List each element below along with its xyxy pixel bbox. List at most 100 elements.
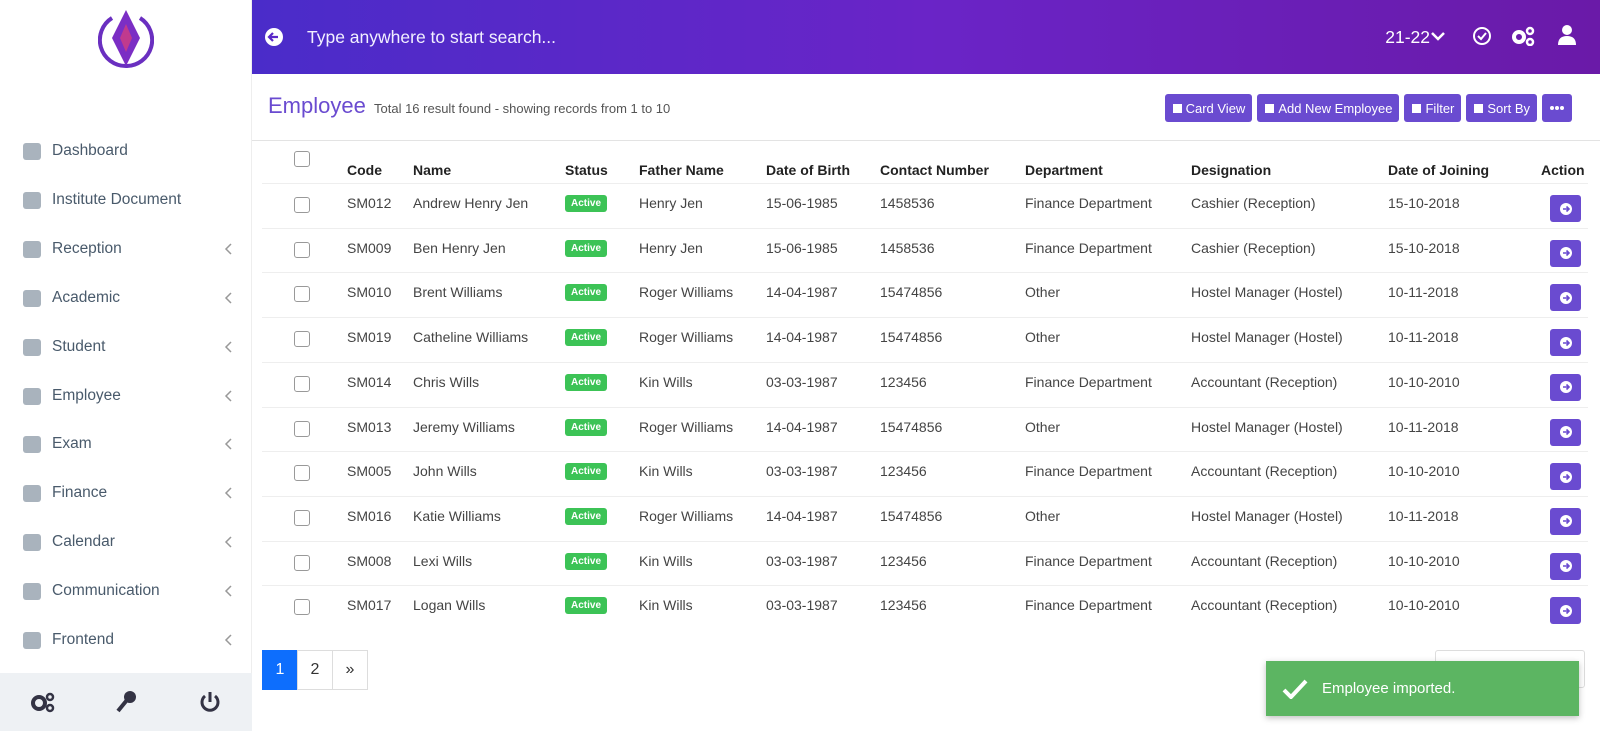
cell: 14-04-1987 bbox=[766, 507, 838, 524]
view-button[interactable] bbox=[1550, 329, 1581, 357]
cell: Other bbox=[1025, 284, 1061, 301]
toolbar-button[interactable]: Add New Employee bbox=[1257, 94, 1400, 122]
menu-item[interactable]: Reception bbox=[0, 229, 252, 269]
menu-item[interactable]: Dashboard bbox=[0, 131, 252, 171]
status-badge: Active bbox=[565, 463, 608, 481]
cell: 123456 bbox=[880, 552, 927, 569]
menu-item[interactable]: Finance bbox=[0, 473, 252, 513]
cell: 03-03-1987 bbox=[766, 373, 838, 390]
power-icon[interactable] bbox=[199, 690, 221, 714]
more-button[interactable] bbox=[1542, 94, 1572, 122]
cell: 1458536 bbox=[880, 195, 935, 211]
cell: Hostel Manager (Hostel) bbox=[1191, 284, 1343, 301]
row-checkbox[interactable] bbox=[294, 599, 310, 616]
row-checkbox[interactable] bbox=[294, 197, 310, 213]
menu-item[interactable]: Calendar bbox=[0, 522, 252, 562]
cell: 03-03-1987 bbox=[766, 463, 838, 480]
divider bbox=[252, 140, 1600, 141]
row-checkbox[interactable] bbox=[294, 509, 310, 526]
cell: 123456 bbox=[880, 373, 927, 390]
row-checkbox[interactable] bbox=[294, 286, 310, 303]
cell: 10-11-2018 bbox=[1388, 507, 1459, 524]
arrow-icon bbox=[1559, 202, 1572, 215]
pagination: 1 2» bbox=[262, 650, 368, 690]
settings-icon[interactable] bbox=[30, 691, 56, 713]
caret-icon[interactable] bbox=[1431, 30, 1445, 42]
cell: Chris Wills bbox=[413, 373, 480, 390]
view-button[interactable] bbox=[1550, 284, 1581, 312]
view-button[interactable] bbox=[1550, 418, 1581, 446]
view-button[interactable] bbox=[1550, 552, 1581, 580]
menu-item[interactable]: Employee bbox=[0, 376, 252, 416]
button-label: Card View bbox=[1185, 100, 1246, 116]
button-icon bbox=[1474, 103, 1484, 113]
sidebar-footer bbox=[0, 673, 252, 731]
column-header: Father Name bbox=[639, 162, 724, 178]
cell: Hostel Manager (Hostel) bbox=[1191, 329, 1343, 346]
menu-item[interactable]: Exam bbox=[0, 424, 252, 464]
column-header: Date of Birth bbox=[766, 162, 850, 178]
cell: Other bbox=[1025, 329, 1061, 346]
row-divider bbox=[262, 585, 1588, 587]
button-icon bbox=[1412, 103, 1422, 113]
select-all-checkbox[interactable] bbox=[294, 151, 310, 167]
next-page[interactable]: » bbox=[332, 650, 368, 690]
page-title: Employee bbox=[268, 93, 366, 118]
row-checkbox[interactable] bbox=[294, 241, 310, 258]
cell: Hostel Manager (Hostel) bbox=[1191, 507, 1343, 524]
cell: Finance Department bbox=[1025, 239, 1152, 256]
menu-item[interactable]: Academic bbox=[0, 278, 252, 318]
cell: SM009 bbox=[347, 239, 392, 256]
menu-icon bbox=[23, 143, 41, 160]
arrow-icon bbox=[1559, 336, 1572, 349]
row-checkbox[interactable] bbox=[294, 375, 310, 392]
row-checkbox[interactable] bbox=[294, 420, 310, 437]
cell: 14-04-1987 bbox=[766, 418, 838, 435]
user-icon[interactable] bbox=[1558, 25, 1576, 45]
arrow-icon bbox=[1559, 560, 1572, 573]
menu-label: Dashboard bbox=[52, 142, 128, 159]
check-icon[interactable] bbox=[1472, 26, 1492, 46]
view-button[interactable] bbox=[1550, 597, 1581, 625]
arrow-icon bbox=[1559, 247, 1572, 260]
session-selector[interactable]: 21-22 bbox=[1385, 27, 1430, 47]
page-link[interactable]: 1 bbox=[262, 650, 298, 690]
toolbar-button[interactable]: Card View bbox=[1164, 94, 1253, 122]
toolbar-button[interactable]: Sort By bbox=[1466, 94, 1537, 122]
arrow-icon bbox=[1559, 291, 1572, 304]
row-checkbox[interactable] bbox=[294, 331, 310, 348]
search-input[interactable]: Type anywhere to start search... bbox=[307, 27, 557, 47]
row-checkbox[interactable] bbox=[294, 465, 310, 482]
view-button[interactable] bbox=[1550, 239, 1581, 267]
status-badge: Active bbox=[565, 284, 608, 302]
config-icon[interactable] bbox=[1511, 26, 1535, 46]
cell: 15-06-1985 bbox=[766, 239, 838, 256]
view-button[interactable] bbox=[1550, 507, 1581, 535]
toolbar-button[interactable]: Filter bbox=[1404, 94, 1462, 122]
view-button[interactable] bbox=[1550, 463, 1581, 491]
row-divider bbox=[262, 227, 1588, 229]
cell: 03-03-1987 bbox=[766, 597, 838, 614]
cell: Finance Department bbox=[1025, 195, 1152, 211]
menu-item[interactable]: Communication bbox=[0, 571, 252, 611]
arrow-icon bbox=[1559, 470, 1572, 483]
menu-label: Employee bbox=[52, 386, 121, 404]
view-button[interactable] bbox=[1550, 373, 1581, 401]
arrow-icon bbox=[1559, 381, 1572, 394]
menu-icon bbox=[23, 436, 41, 454]
view-button[interactable] bbox=[1550, 195, 1581, 222]
menu-icon bbox=[23, 583, 41, 601]
page-link[interactable]: 2 bbox=[297, 650, 333, 690]
status-badge: Active bbox=[565, 239, 608, 257]
back-icon[interactable] bbox=[264, 27, 284, 47]
cell: 123456 bbox=[880, 463, 927, 480]
toolbar: Card View Add New Employee Filter Sort By bbox=[1164, 94, 1572, 122]
menu-item[interactable]: Institute Document bbox=[0, 180, 252, 220]
menu-item[interactable]: Student bbox=[0, 327, 252, 367]
cell: Finance Department bbox=[1025, 552, 1152, 569]
menu-item[interactable]: Frontend bbox=[0, 620, 252, 660]
cell: Catheline Williams bbox=[413, 329, 529, 346]
row-checkbox[interactable] bbox=[294, 554, 310, 571]
cell: Jeremy Williams bbox=[413, 418, 515, 435]
key-icon[interactable] bbox=[115, 690, 137, 714]
